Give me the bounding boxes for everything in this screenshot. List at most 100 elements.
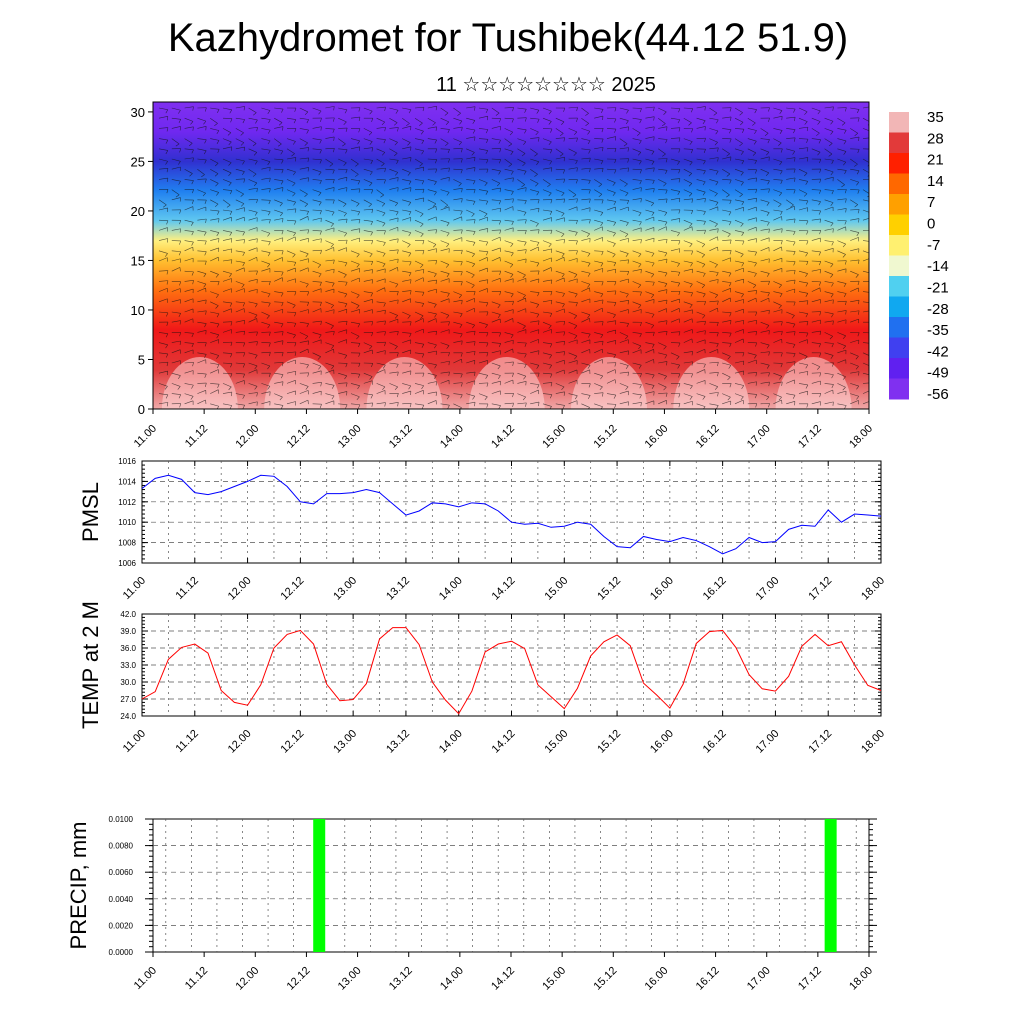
wind-barb-flag xyxy=(307,340,309,345)
wind-barb-flag xyxy=(525,117,527,122)
wind-barb xyxy=(568,258,578,262)
wind-barb-flag xyxy=(319,139,322,144)
wind-barb-flag xyxy=(665,392,668,397)
wind-barb-flag xyxy=(614,362,617,367)
wind-barb xyxy=(222,248,232,252)
wind-barb xyxy=(658,126,668,129)
wind-barb-flag xyxy=(486,342,489,347)
wind-barb xyxy=(632,198,642,201)
wind-barb xyxy=(184,298,194,303)
wind-barb-flag xyxy=(407,244,411,248)
x-tick-label: 11.12 xyxy=(174,728,201,755)
wind-barb-flag xyxy=(521,153,526,157)
wind-barb xyxy=(568,369,578,374)
wind-barb xyxy=(440,393,450,397)
wind-barb xyxy=(414,277,424,282)
wind-barb-flag xyxy=(792,344,796,348)
wind-barb-flag xyxy=(446,345,450,349)
wind-barb-flag xyxy=(755,372,758,377)
wind-barb-flag xyxy=(702,120,706,125)
wind-barb xyxy=(222,383,232,388)
wind-barb xyxy=(478,158,489,160)
wind-barb xyxy=(453,358,462,364)
wind-barb-flag xyxy=(805,200,809,205)
wind-barb-flag xyxy=(474,402,476,407)
wind-barb-flag xyxy=(739,143,743,147)
wind-barb-flag xyxy=(524,109,527,113)
wind-barb xyxy=(440,248,450,252)
wind-barb xyxy=(261,166,271,170)
wind-barb-flag xyxy=(166,402,169,407)
wind-barb xyxy=(786,157,796,160)
wind-barb xyxy=(619,371,629,374)
wind-barb-flag xyxy=(535,183,539,187)
wind-barb-flag xyxy=(559,133,564,137)
wind-barb xyxy=(581,148,591,151)
wind-barb-flag xyxy=(292,182,296,187)
wind-barb xyxy=(504,219,514,222)
wind-barb-flag xyxy=(434,344,437,349)
x-tick-label: 12.12 xyxy=(279,575,307,603)
wind-barb xyxy=(658,270,668,274)
wind-barb xyxy=(722,288,731,292)
wind-barb xyxy=(773,372,782,377)
wind-barb-flag xyxy=(741,160,745,165)
wind-barb xyxy=(683,383,693,386)
wind-barb xyxy=(709,199,719,203)
wind-barb xyxy=(312,332,322,336)
wind-barb xyxy=(760,258,770,262)
wind-barb xyxy=(286,267,296,272)
wind-barb-flag xyxy=(790,204,794,208)
wind-barb xyxy=(594,359,603,364)
wind-barb xyxy=(683,158,693,163)
wind-barb xyxy=(261,383,271,387)
wind-barb xyxy=(670,270,680,273)
wind-barb-flag xyxy=(460,158,463,163)
wind-barb xyxy=(619,278,629,282)
wind-barb-flag xyxy=(832,228,834,233)
wind-barb xyxy=(299,258,309,262)
wind-barb-flag xyxy=(371,332,374,337)
wind-barb-flag xyxy=(331,211,335,216)
wind-barb-flag xyxy=(781,381,783,386)
wind-barb xyxy=(645,383,655,386)
x-tick-label: 16.12 xyxy=(694,965,722,993)
wind-barb-flag xyxy=(216,109,220,114)
wind-barb-flag xyxy=(254,212,258,216)
wind-barb xyxy=(338,291,347,295)
wind-barb-flag xyxy=(639,384,642,389)
wind-barb xyxy=(504,206,514,211)
wind-barb-flag xyxy=(178,394,182,399)
wind-barb xyxy=(325,106,335,109)
wind-barb-flag xyxy=(397,371,399,376)
wind-barb-flag xyxy=(561,253,565,258)
wind-barb xyxy=(530,278,539,282)
wind-barb-flag xyxy=(690,108,694,113)
wind-barb-flag xyxy=(202,192,206,197)
wind-barb xyxy=(491,179,501,184)
wind-barb xyxy=(581,403,590,408)
wind-barb-flag xyxy=(485,324,488,329)
wind-barb xyxy=(286,332,296,336)
wind-barb xyxy=(402,298,411,303)
wind-barb-flag xyxy=(666,361,668,366)
wind-barb xyxy=(210,128,220,131)
wind-barb-flag xyxy=(715,130,719,135)
colorbar-swatch xyxy=(889,194,909,215)
wind-barb xyxy=(274,158,284,161)
wind-barb xyxy=(338,247,347,252)
wind-barb-flag xyxy=(780,240,783,245)
wind-barb-flag xyxy=(486,251,489,256)
wind-barb xyxy=(184,157,194,160)
wind-barb xyxy=(696,270,706,274)
wind-barb-flag xyxy=(216,334,220,339)
wind-barb xyxy=(389,238,399,241)
wind-barb xyxy=(850,230,860,233)
wind-barb xyxy=(389,199,398,204)
wind-barb xyxy=(747,197,757,201)
wind-barb-flag xyxy=(600,406,603,409)
wind-barb-flag xyxy=(394,346,398,350)
wind-barb xyxy=(594,332,603,335)
wind-barb-flag xyxy=(729,129,732,134)
wind-barb xyxy=(594,299,604,303)
